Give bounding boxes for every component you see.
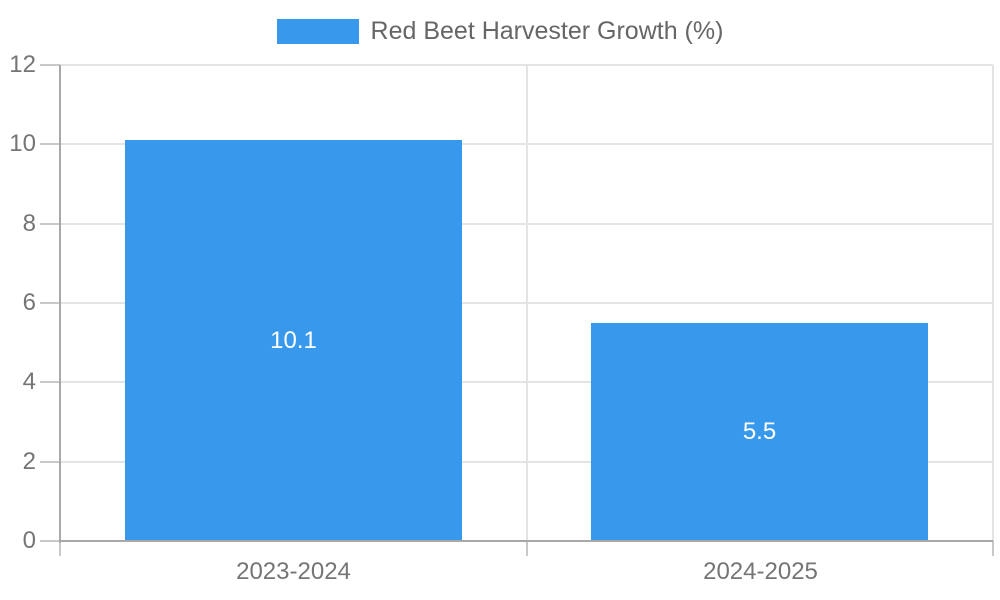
y-axis-tick xyxy=(40,461,60,463)
y-axis-tick-label: 10 xyxy=(9,130,36,157)
legend-label: Red Beet Harvester Growth (%) xyxy=(370,17,724,45)
x-axis-tick xyxy=(526,541,528,556)
gridline-vertical xyxy=(992,65,994,541)
y-axis-line xyxy=(59,65,61,543)
bar[interactable] xyxy=(591,323,928,541)
gridline-vertical xyxy=(526,65,528,541)
x-axis-tick xyxy=(59,541,61,556)
y-axis-tick xyxy=(40,223,60,225)
y-axis-tick-label: 4 xyxy=(22,368,36,395)
x-axis-line xyxy=(59,540,993,542)
y-axis-tick xyxy=(40,540,60,542)
y-axis-tick-label: 12 xyxy=(9,51,36,78)
bar-value-label: 10.1 xyxy=(270,327,317,354)
y-axis-tick xyxy=(40,302,60,304)
y-axis-tick-label: 8 xyxy=(22,210,36,237)
y-axis-tick-label: 2 xyxy=(22,448,36,475)
x-axis-category-label: 2024-2025 xyxy=(703,558,818,585)
y-axis-tick xyxy=(40,64,60,66)
y-axis-tick-label: 6 xyxy=(22,289,36,316)
x-axis-category-label: 2023-2024 xyxy=(236,558,351,585)
bar[interactable] xyxy=(125,140,462,541)
bar-value-label: 5.5 xyxy=(742,418,777,445)
x-axis-tick xyxy=(992,541,994,556)
y-axis-tick-label: 0 xyxy=(22,527,36,554)
y-axis-tick xyxy=(40,143,60,145)
y-axis-tick xyxy=(40,381,60,383)
legend[interactable]: Red Beet Harvester Growth (%) xyxy=(0,17,1000,46)
legend-swatch xyxy=(276,19,359,44)
